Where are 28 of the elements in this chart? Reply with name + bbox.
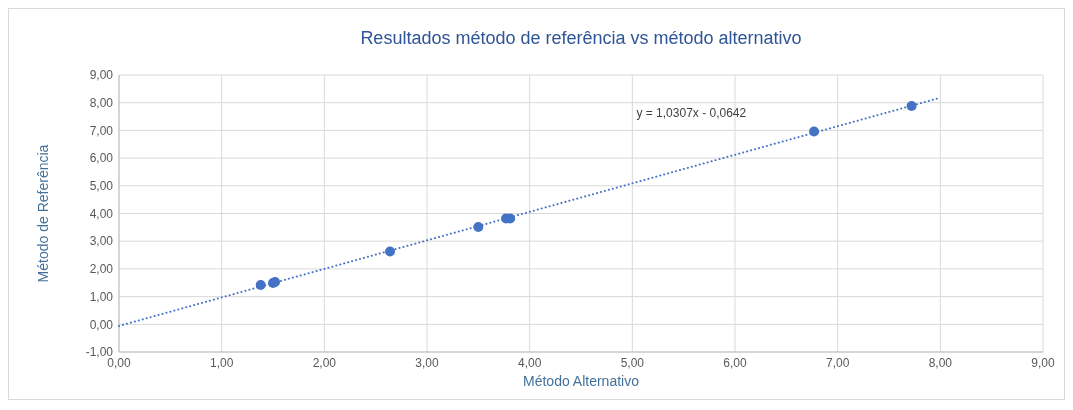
y-tick-label: 0,00: [89, 317, 114, 332]
y-tick-label: 1,00: [89, 289, 114, 304]
x-axis-title: Método Alternativo: [523, 373, 640, 389]
x-tick-label: 8,00: [928, 356, 953, 370]
point: [906, 101, 917, 112]
chart-title: Resultados método de referência vs método alternativo: [360, 28, 802, 48]
x-tick-label: 5,00: [620, 356, 645, 370]
y-tick-label: 8,00: [89, 95, 114, 110]
point: [809, 126, 820, 137]
point: [473, 222, 484, 233]
y-tick-label: 2,00: [89, 262, 114, 277]
point: [255, 279, 266, 290]
x-tick-label: 7,00: [825, 356, 850, 370]
y-tick-label: 6,00: [89, 151, 114, 166]
x-tick-label: 2,00: [312, 356, 337, 370]
y-tick-label: 4,00: [89, 206, 114, 221]
x-tick-label: 9,00: [1031, 356, 1055, 370]
y-tick-label: 3,00: [89, 234, 114, 249]
y-tick-label: 5,00: [89, 179, 114, 193]
y-axis-title: Método de Referência: [35, 144, 51, 283]
y-tick-label: 7,00: [89, 123, 114, 138]
annotation: y = 1,0307x - 0,0642: [636, 106, 747, 120]
point: [385, 246, 396, 257]
x-tick-label: 1,00: [209, 356, 234, 370]
y-tick-label: 9,00: [89, 68, 114, 83]
x-tick-label: 6,00: [723, 356, 747, 370]
x-tick-label: 3,00: [415, 356, 439, 370]
x-tick-label: 4,00: [517, 356, 542, 370]
